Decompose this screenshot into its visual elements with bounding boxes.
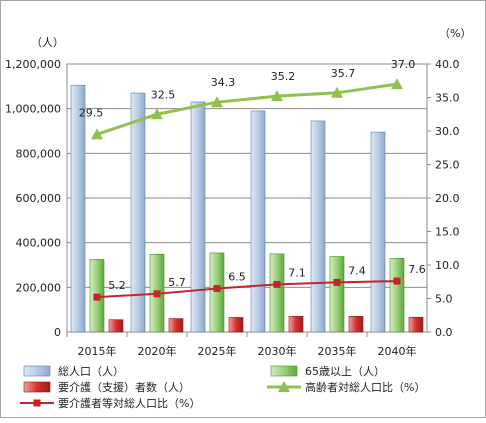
right-tick-label: 30.0	[435, 125, 460, 138]
right-tick-label: 25.0	[435, 159, 460, 172]
right-axis-unit: （%）	[439, 27, 471, 40]
left-tick-label: 1,000,000	[5, 103, 61, 116]
legend-label: 要介護者等対総人口比（%）	[58, 396, 200, 410]
legend-label: 65歳以上（人）	[305, 365, 385, 378]
square-marker	[333, 278, 341, 286]
bar-0	[70, 84, 86, 333]
bar-1	[209, 252, 225, 333]
left-tick-label: 200,000	[16, 281, 62, 294]
legend: 総人口（人） 65歳以上（人） 要介護（支援）者数（人） 高齢者対総人口比（%） 要介護…	[20, 364, 425, 410]
right-tick-label: 0.0	[435, 326, 453, 339]
bar-0	[250, 110, 266, 333]
data-label: 5.2	[108, 279, 126, 292]
legend-marker	[278, 381, 290, 392]
triangle-marker	[391, 78, 403, 90]
bar-2	[408, 316, 424, 333]
x-category-label: 2035年	[318, 344, 357, 358]
square-marker	[393, 277, 401, 285]
triangle-marker	[151, 108, 163, 120]
right-tick-label: 15.0	[435, 226, 460, 239]
bar-0	[370, 131, 386, 333]
line-0	[96, 82, 398, 136]
data-label: 5.7	[168, 276, 186, 289]
triangle-marker	[211, 96, 223, 108]
left-tick-label: 600,000	[16, 192, 62, 205]
data-label: 34.3	[211, 76, 236, 89]
bar-2	[168, 318, 184, 333]
right-tick-label: 10.0	[435, 259, 460, 272]
x-category-label: 2030年	[258, 344, 297, 358]
square-marker	[153, 290, 161, 298]
data-label: 29.5	[79, 106, 104, 119]
square-marker	[93, 293, 101, 301]
data-label: 37.0	[391, 58, 416, 71]
bar-1	[389, 257, 405, 333]
bar-1	[329, 256, 345, 333]
bar-2	[228, 317, 244, 333]
data-label: 6.5	[228, 270, 246, 283]
legend-marker	[33, 399, 41, 407]
data-label: 7.4	[348, 264, 366, 277]
x-category-label: 2040年	[378, 344, 417, 358]
x-category-label: 2015年	[78, 344, 117, 358]
x-category-label: 2020年	[138, 344, 177, 358]
left-tick-label: 0	[54, 326, 61, 339]
left-axis-unit: （人）	[31, 36, 64, 49]
legend-swatch	[23, 365, 51, 377]
left-tick-label: 1,200,000	[5, 58, 61, 71]
bar-2	[348, 316, 364, 333]
legend-swatch	[270, 365, 298, 377]
data-label: 7.1	[288, 266, 306, 279]
square-marker	[213, 284, 221, 292]
bar-1	[269, 253, 285, 333]
triangle-marker	[271, 90, 283, 102]
bar-0	[310, 120, 326, 333]
right-tick-label: 40.0	[435, 58, 460, 71]
triangle-marker	[331, 86, 343, 98]
line-1	[96, 280, 398, 299]
data-label: 35.2	[271, 70, 296, 83]
data-label: 35.7	[331, 67, 356, 80]
triangle-marker	[91, 128, 103, 140]
bar-2	[108, 319, 124, 333]
right-tick-label: 5.0	[435, 293, 453, 306]
bar-0	[130, 92, 146, 333]
legend-label: 高齢者対総人口比（%）	[305, 380, 425, 394]
left-tick-label: 800,000	[16, 147, 62, 160]
axes: 0 200,000 400,000 600,000 800,000 1,000,000 1,…	[5, 27, 471, 358]
right-tick-label: 20.0	[435, 192, 460, 205]
bar-2	[288, 316, 304, 333]
line-series: 29.5 32.5 34.3 35.2 35.7 37.0 5.2 5.7 6.5 7.1 7.4 7…	[79, 58, 426, 301]
legend-label: 総人口（人）	[58, 364, 124, 378]
legend-swatch	[23, 381, 51, 393]
legend-label: 要介護（支援）者数（人）	[58, 380, 190, 394]
right-tick-label: 35.0	[435, 92, 460, 105]
bar-0	[190, 101, 206, 333]
data-label: 7.6	[408, 263, 426, 276]
x-category-label: 2025年	[198, 344, 237, 358]
left-tick-label: 400,000	[16, 237, 62, 250]
data-label: 32.5	[151, 88, 176, 101]
square-marker	[273, 280, 281, 288]
